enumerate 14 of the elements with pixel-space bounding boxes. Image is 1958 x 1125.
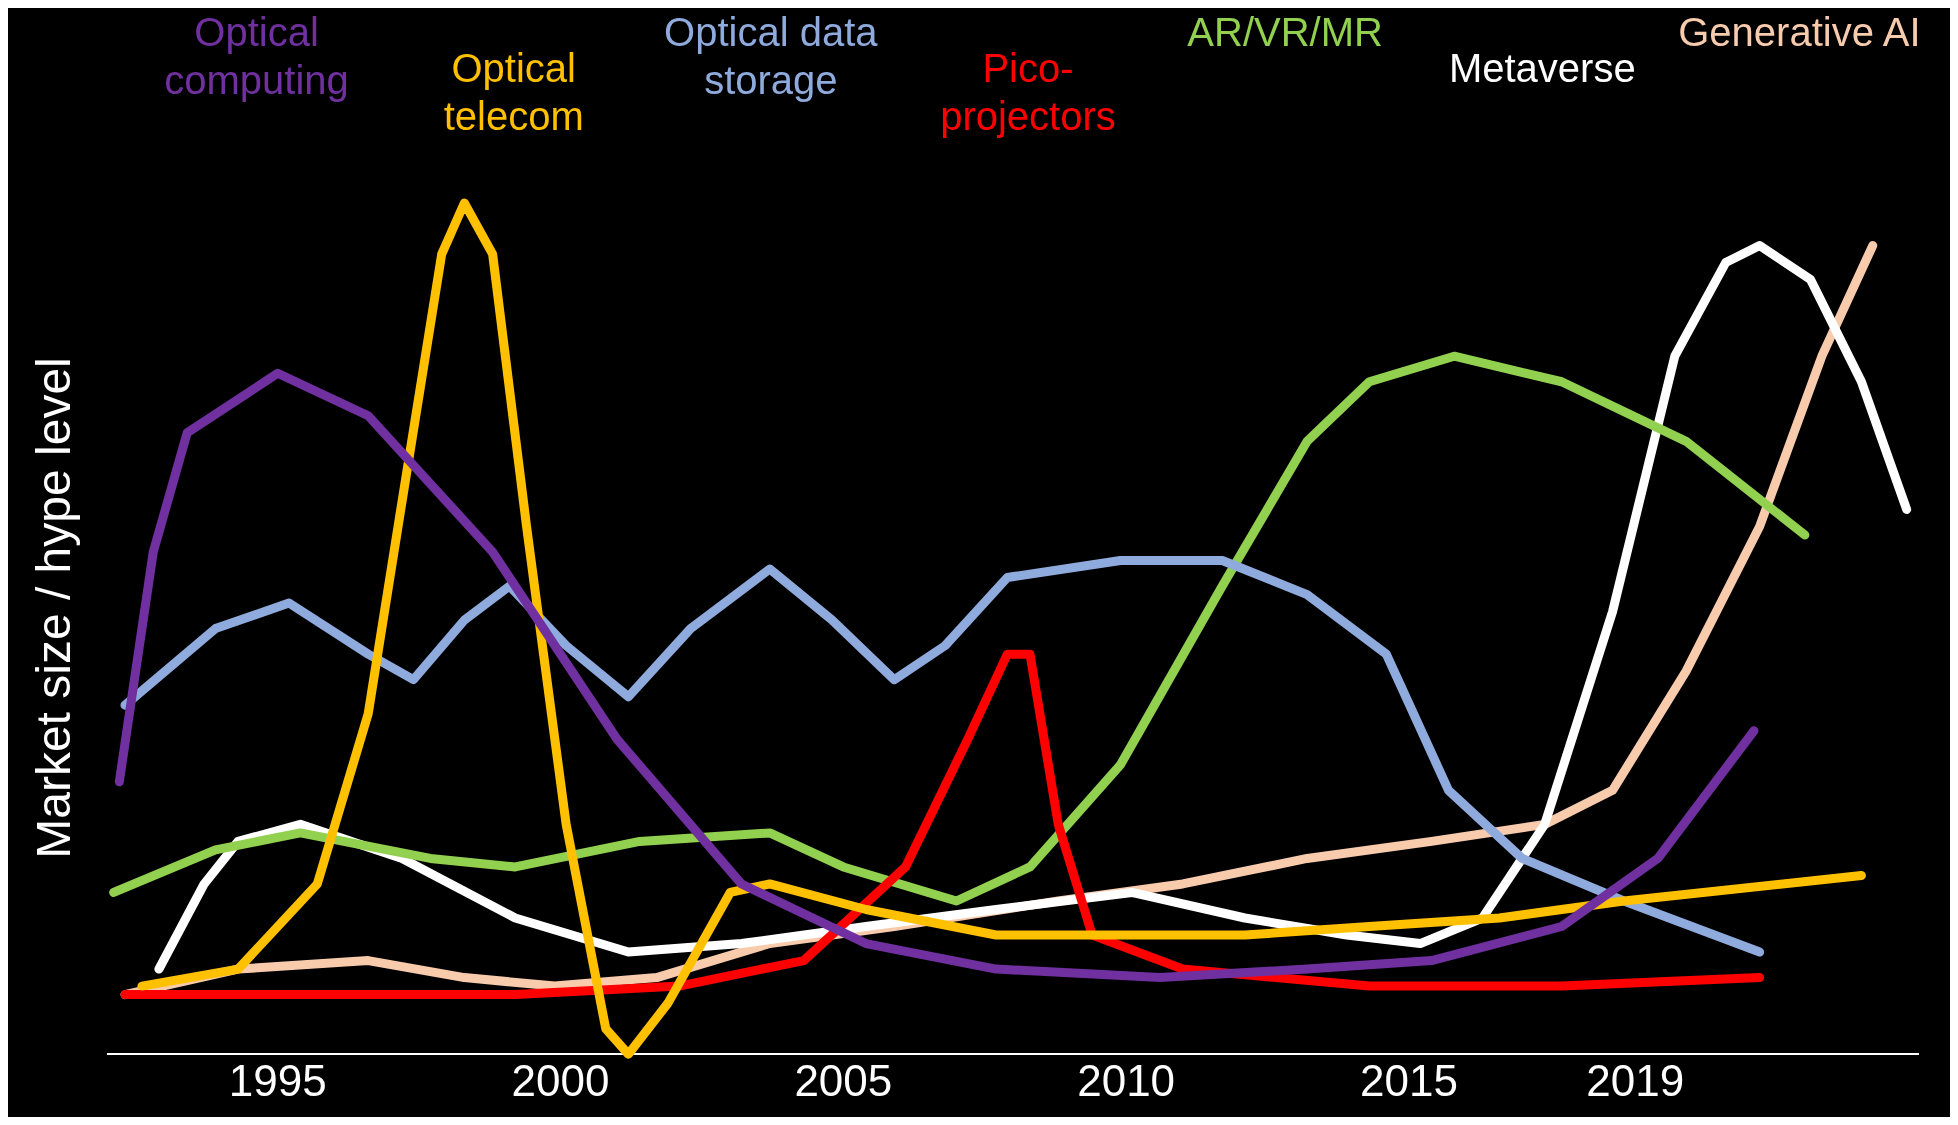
series-label: Optical telecom [442,45,585,140]
text: Optical computing [163,9,350,104]
x-tick-label: 2015 [1359,1055,1458,1105]
x-tick-label: 2005 [794,1055,893,1105]
x-tick-label: 2019 [1586,1055,1685,1105]
text: Generative AI [1677,9,1922,56]
text: Pico-projectors [939,45,1117,140]
text: Metaverse [1447,45,1637,92]
text: Optical data storage [663,9,879,104]
text: AR/VR/MR [1186,9,1384,56]
y-axis-title: Market size / hype level [25,357,81,859]
x-tick-label: 2000 [511,1055,610,1105]
x-tick-label: 2010 [1077,1055,1176,1105]
x-tick-label: 1995 [228,1055,327,1105]
